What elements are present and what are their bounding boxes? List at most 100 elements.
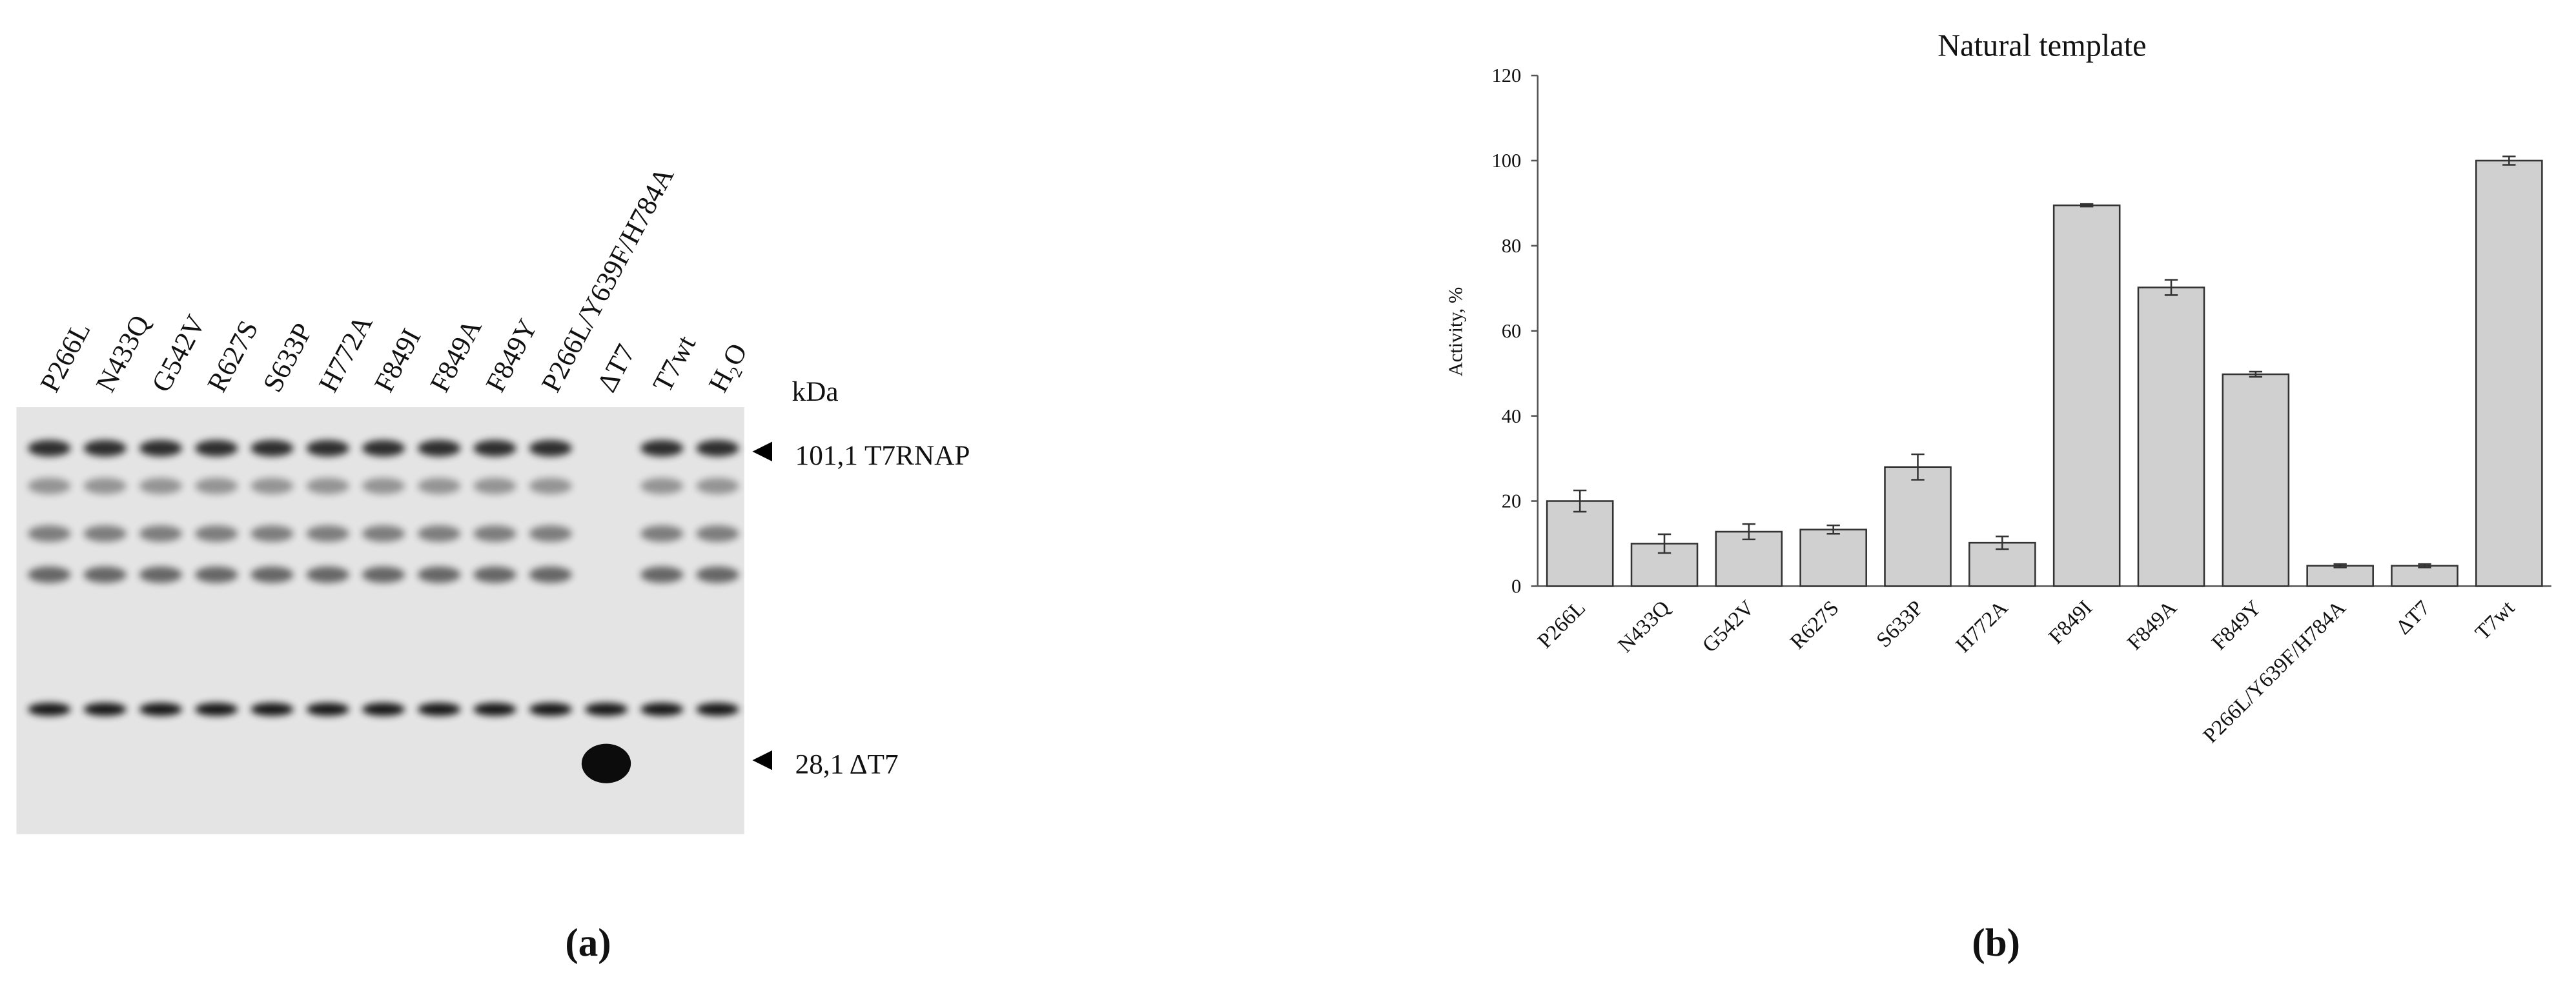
lane-label: G542V bbox=[146, 310, 212, 397]
lane-label: F849Y bbox=[480, 314, 544, 397]
lane-label: H772A bbox=[312, 310, 378, 397]
y-tick-label: 100 bbox=[1492, 150, 1522, 172]
band bbox=[139, 525, 183, 542]
band bbox=[418, 439, 461, 457]
band bbox=[28, 703, 71, 716]
lane-label: ΔT7 bbox=[591, 339, 642, 397]
marker-label: 28,1 ΔT7 bbox=[795, 749, 899, 780]
band bbox=[306, 566, 349, 583]
band bbox=[362, 478, 405, 494]
band bbox=[473, 439, 516, 457]
y-tick-label: 60 bbox=[1502, 320, 1522, 342]
lane-label: S633P bbox=[257, 318, 318, 397]
band bbox=[418, 525, 461, 542]
marker-label: 101,1 T7RNAP bbox=[795, 440, 970, 471]
x-tick-label: F849A bbox=[2123, 596, 2181, 654]
y-tick-label: 80 bbox=[1502, 235, 1522, 257]
lane-label: N433Q bbox=[90, 310, 156, 397]
x-tick-label: F849I bbox=[2045, 596, 2097, 649]
y-tick-label: 20 bbox=[1502, 490, 1522, 512]
band bbox=[529, 525, 572, 542]
x-tick-label: R627S bbox=[1786, 596, 1843, 654]
blot-membrane bbox=[16, 407, 744, 834]
x-tick-label: N433Q bbox=[1614, 596, 1675, 657]
arrow bbox=[752, 750, 773, 770]
band bbox=[529, 478, 572, 494]
lane-label: H₂O bbox=[702, 338, 753, 397]
band bbox=[640, 478, 684, 494]
panel-label: (a) bbox=[565, 921, 611, 965]
band bbox=[362, 566, 405, 583]
band bbox=[250, 478, 294, 494]
band bbox=[529, 703, 572, 716]
x-tick-label: P266L bbox=[1533, 596, 1590, 653]
band bbox=[28, 566, 71, 583]
band bbox=[83, 439, 127, 457]
bar bbox=[2475, 159, 2543, 587]
blot-bands bbox=[28, 439, 739, 783]
band bbox=[139, 566, 183, 583]
band bbox=[362, 703, 405, 716]
x-tick-label: H772A bbox=[1952, 596, 2012, 657]
band bbox=[640, 703, 684, 716]
band bbox=[473, 703, 516, 716]
x-tick-label: T7wt bbox=[2471, 596, 2519, 645]
bar bbox=[1799, 528, 1867, 587]
band bbox=[83, 525, 127, 542]
band bbox=[362, 439, 405, 457]
x-tick-label: ΔT7 bbox=[2392, 596, 2435, 639]
band bbox=[418, 703, 461, 716]
arrow bbox=[752, 441, 773, 462]
x-tick-label: P266L/Y639F/H784A bbox=[2199, 596, 2351, 748]
band bbox=[581, 743, 631, 783]
band bbox=[28, 478, 71, 494]
band bbox=[696, 703, 739, 716]
band bbox=[696, 439, 739, 457]
x-tick-label: F849Y bbox=[2207, 596, 2265, 654]
band bbox=[584, 703, 628, 716]
lane-label: P266L bbox=[34, 317, 97, 397]
bar bbox=[2306, 565, 2374, 587]
band bbox=[139, 439, 183, 457]
band bbox=[195, 478, 238, 494]
y-axis-label: Activity, % bbox=[1445, 287, 1467, 377]
band bbox=[696, 478, 739, 494]
band bbox=[529, 566, 572, 583]
band bbox=[306, 439, 349, 457]
bar bbox=[2052, 204, 2121, 587]
y-tick-label: 40 bbox=[1502, 405, 1522, 427]
lane-label: T7wt bbox=[647, 330, 702, 397]
band bbox=[306, 525, 349, 542]
band bbox=[473, 566, 516, 583]
band bbox=[83, 478, 127, 494]
unit-label: kDa bbox=[792, 376, 839, 407]
band bbox=[250, 566, 294, 583]
band bbox=[640, 439, 684, 457]
band bbox=[250, 439, 294, 457]
band bbox=[696, 525, 739, 542]
band bbox=[418, 566, 461, 583]
band bbox=[306, 703, 349, 716]
bar bbox=[2222, 373, 2290, 587]
bar bbox=[1884, 466, 1952, 587]
x-tick-label: G542V bbox=[1698, 596, 1759, 657]
band bbox=[83, 566, 127, 583]
x-tick-label: S633P bbox=[1872, 596, 1928, 652]
lane-label: F849A bbox=[424, 314, 488, 397]
y-tick-label: 0 bbox=[1511, 576, 1521, 598]
band bbox=[250, 525, 294, 542]
band bbox=[473, 525, 516, 542]
band bbox=[195, 525, 238, 542]
band bbox=[362, 525, 405, 542]
band bbox=[28, 439, 71, 457]
bar bbox=[2391, 565, 2458, 587]
band bbox=[195, 439, 238, 457]
band bbox=[195, 566, 238, 583]
band bbox=[529, 439, 572, 457]
bar bbox=[1546, 500, 1614, 587]
band bbox=[139, 703, 183, 716]
band bbox=[696, 566, 739, 583]
band bbox=[640, 566, 684, 583]
band bbox=[28, 525, 71, 542]
